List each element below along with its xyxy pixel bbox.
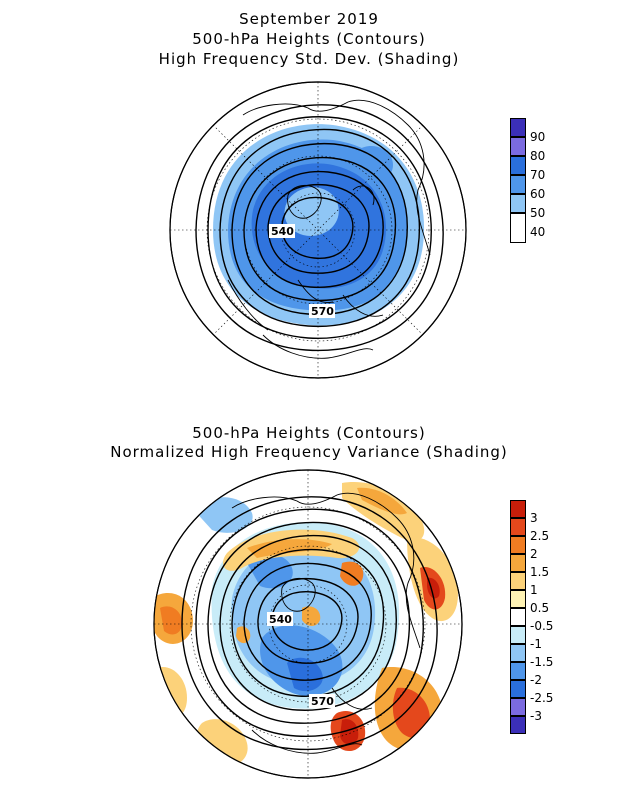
top-legend-label: 50 [530, 206, 546, 220]
bottom-legend-label: 2.5 [530, 529, 550, 543]
bottom-legend-label: 1 [530, 583, 538, 597]
bottom-legend-label: -0.5 [530, 619, 554, 633]
bottom-contour-label-570: 570 [311, 695, 334, 708]
bottom-legend-label: -1 [530, 637, 542, 651]
bottom-legend-label: 3 [530, 511, 538, 525]
top-legend-label: 80 [530, 149, 546, 163]
top-legend-label: 60 [530, 187, 546, 201]
bottom-title-line-2: Normalized High Frequency Variance (Shad… [110, 443, 508, 461]
bottom-legend: 3 2.5 2 1.5 1 0.5 -0.5 -1 -1.5 -2 -2.5 -… [510, 500, 580, 740]
bottom-legend-swatch [510, 698, 526, 716]
bottom-legend-swatch [510, 500, 526, 518]
top-contour-label-570: 570 [311, 305, 334, 318]
top-legend-swatch [510, 137, 526, 156]
bottom-legend-label: -2.5 [530, 691, 554, 705]
bottom-legend-label: 0.5 [530, 601, 550, 615]
top-contour-label-540: 540 [271, 225, 294, 238]
bottom-legend-swatch [510, 608, 526, 626]
bottom-legend-swatch [510, 716, 526, 734]
bottom-legend-swatch [510, 626, 526, 644]
bottom-legend-label: -2 [530, 673, 542, 687]
top-legend: 90 80 70 60 50 40 [510, 118, 570, 248]
bottom-legend-swatch [510, 590, 526, 608]
top-legend-swatch [510, 156, 526, 175]
bottom-legend-label: -3 [530, 709, 542, 723]
bottom-legend-swatch [510, 662, 526, 680]
bottom-legend-label: -1.5 [530, 655, 554, 669]
bottom-legend-label: 1.5 [530, 565, 550, 579]
bottom-legend-swatch [510, 644, 526, 662]
bottom-polar-map: 540 570 [153, 469, 463, 779]
top-title-line-2: 500-hPa Heights (Contours) [192, 30, 426, 48]
top-legend-label: 90 [530, 130, 546, 144]
top-legend-swatch [510, 175, 526, 194]
bottom-legend-swatch [510, 572, 526, 590]
top-title-line-1: September 2019 [239, 10, 379, 28]
bottom-legend-swatch [510, 536, 526, 554]
top-legend-label: 70 [530, 168, 546, 182]
bottom-legend-swatch [510, 554, 526, 572]
top-title-line-3: High Frequency Std. Dev. (Shading) [158, 50, 460, 68]
bottom-legend-swatch [510, 680, 526, 698]
top-polar-map: 540 570 [169, 81, 467, 379]
top-legend-swatch [510, 118, 526, 137]
bottom-contour-label-540: 540 [269, 613, 292, 626]
bottom-legend-swatch [510, 518, 526, 536]
top-legend-swatch [510, 213, 526, 243]
top-legend-swatch [510, 194, 526, 213]
bottom-legend-label: 2 [530, 547, 538, 561]
bottom-title-line-1: 500-hPa Heights (Contours) [192, 424, 426, 442]
top-legend-label: 40 [530, 225, 546, 239]
